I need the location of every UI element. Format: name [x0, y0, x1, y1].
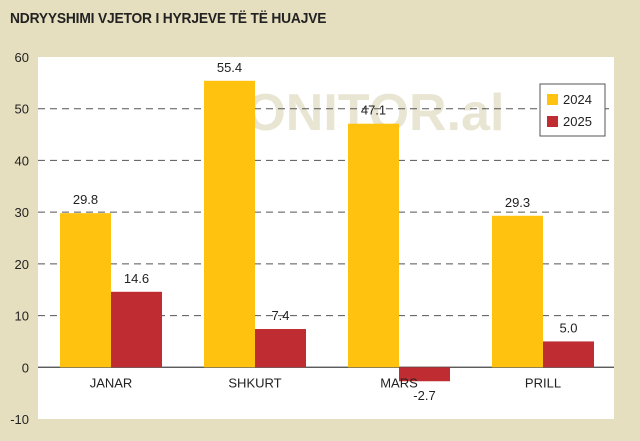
- y-axis: -10 0 10 20 30 40 50 60: [10, 50, 29, 427]
- y-tick-label: 60: [15, 50, 29, 65]
- x-axis: JANAR SHKURT MARS PRILL: [90, 375, 561, 390]
- legend-label: 2024: [563, 92, 592, 107]
- y-tick-label: 20: [15, 257, 29, 272]
- data-label: 29.3: [505, 195, 530, 210]
- y-tick-label: 50: [15, 102, 29, 117]
- x-category-label: PRILL: [525, 375, 561, 390]
- y-tick-label: 10: [15, 309, 29, 324]
- data-label: 55.4: [217, 60, 242, 75]
- legend-swatch: [547, 116, 558, 127]
- legend: 2024 2025: [539, 83, 606, 137]
- data-labels: 29.8 14.6 55.4 7.4 47.1 -2.7 29.3 5.0: [73, 60, 578, 403]
- y-tick-label: 40: [15, 153, 29, 168]
- bar-2025-janar: [111, 291, 162, 368]
- bar-2024-shkurt: [204, 80, 255, 368]
- bar-2025-shkurt: [255, 329, 306, 368]
- bar-2024-mars: [348, 123, 399, 368]
- data-label: 7.4: [271, 308, 289, 323]
- x-category-label: MARS: [380, 375, 418, 390]
- bar-2024-prill: [492, 215, 543, 368]
- data-label: 47.1: [361, 103, 386, 118]
- bar-2025-prill: [543, 341, 594, 368]
- legend-box: [539, 83, 606, 137]
- data-label: 29.8: [73, 192, 98, 207]
- bar-2024-janar: [60, 213, 111, 368]
- data-label: 14.6: [124, 271, 149, 286]
- legend-swatch: [547, 94, 558, 105]
- chart-title: NDRYYSHIMI VJETOR I HYRJEVE TË TË HUAJVE: [10, 10, 327, 27]
- x-category-label: SHKURT: [228, 375, 281, 390]
- legend-label: 2025: [563, 114, 592, 129]
- data-label: -2.7: [413, 388, 435, 403]
- x-category-label: JANAR: [90, 375, 133, 390]
- y-tick-label: 0: [22, 360, 29, 375]
- bar-2025-mars: [399, 367, 450, 382]
- data-label: 5.0: [559, 320, 577, 335]
- y-tick-label: -10: [10, 412, 29, 427]
- bars: [60, 80, 594, 382]
- y-tick-label: 30: [15, 205, 29, 220]
